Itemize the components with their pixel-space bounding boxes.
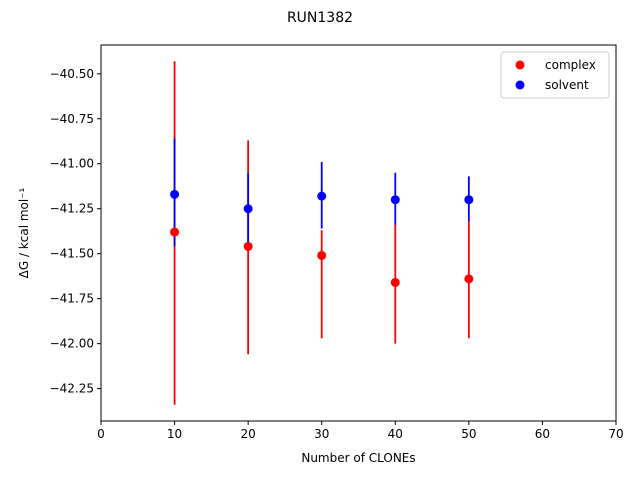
x-axis: 0 10 20 30 40 50 60 70: [97, 421, 624, 441]
plot-frame: [100, 44, 617, 422]
x-tick-label: 60: [535, 427, 550, 441]
solvent-point: [390, 195, 400, 205]
chart-title: RUN1382: [287, 10, 353, 26]
y-axis-label: ΔG / kcal mol⁻¹: [17, 187, 31, 278]
complex-point: [317, 250, 327, 260]
plot-area: [100, 44, 617, 422]
y-tick-label: −41.25: [50, 202, 94, 216]
data-points: [170, 189, 474, 287]
solvent-point: [170, 189, 180, 199]
solvent-point: [317, 191, 327, 201]
x-tick-label: 40: [388, 427, 403, 441]
y-tick-label: −40.75: [50, 112, 94, 126]
x-tick-label: 10: [167, 427, 182, 441]
legend-marker-complex: [515, 60, 525, 70]
x-tick-label: 30: [314, 427, 329, 441]
y-tick-label: −40.50: [50, 67, 94, 81]
complex-point: [170, 227, 180, 237]
complex-point: [390, 277, 400, 287]
x-tick-label: 50: [461, 427, 476, 441]
y-tick-label: −41.75: [50, 292, 94, 306]
legend-label-complex: complex: [545, 58, 596, 72]
legend: complex solvent: [500, 51, 610, 99]
x-tick-label: 20: [241, 427, 256, 441]
solvent-point: [464, 195, 474, 205]
legend-label-solvent: solvent: [545, 78, 589, 92]
x-tick-label: 70: [608, 427, 623, 441]
y-tick-label: −42.25: [50, 382, 94, 396]
x-tick-label: 0: [97, 427, 105, 441]
complex-point: [464, 274, 474, 284]
y-tick-label: −41.50: [50, 247, 94, 261]
solvent-point: [243, 204, 253, 214]
complex-point: [243, 241, 253, 251]
error-bars: [173, 61, 470, 405]
x-axis-label: Number of CLONEs: [301, 451, 415, 465]
legend-box: [500, 51, 610, 99]
y-tick-label: −41.00: [50, 157, 94, 171]
legend-marker-solvent: [515, 80, 525, 90]
y-tick-label: −42.00: [50, 337, 94, 351]
y-axis: −42.25 −42.00 −41.75 −41.50 −41.25 −41.00 −40.…: [50, 67, 101, 396]
